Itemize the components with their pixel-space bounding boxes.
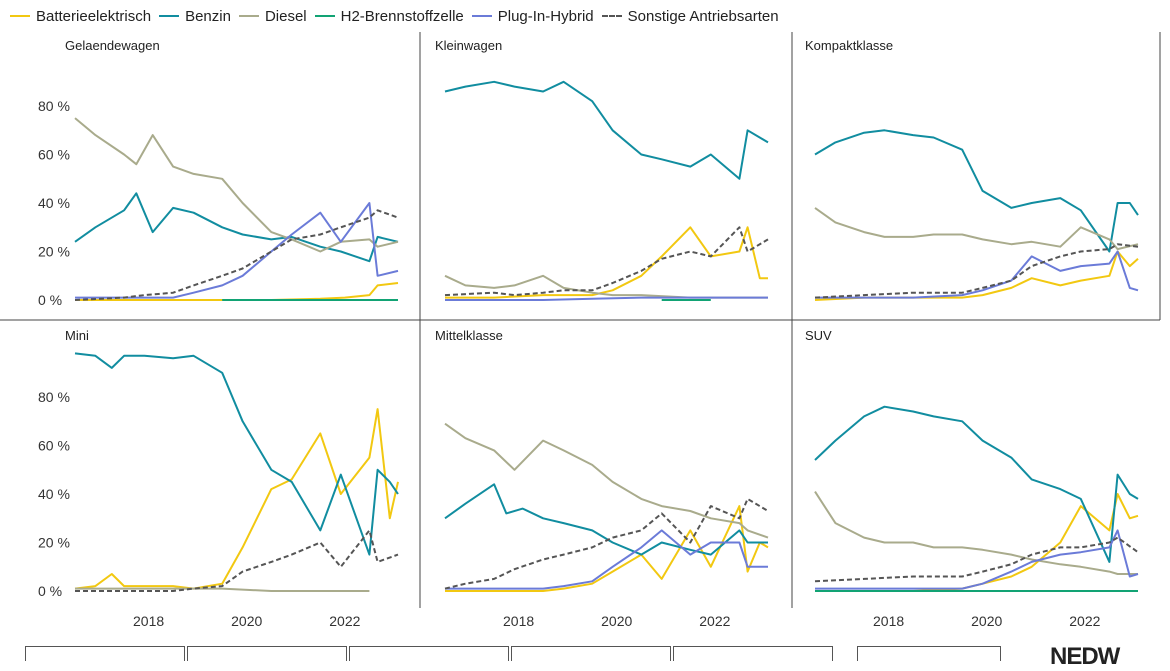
series-line-batterieelektrisch bbox=[445, 226, 768, 299]
x-tick-label: 2018 bbox=[133, 613, 164, 629]
x-tick-label: 2020 bbox=[231, 613, 262, 629]
legend-label: H2-Brennstoffzelle bbox=[340, 7, 464, 25]
series-line-diesel bbox=[74, 117, 399, 253]
series-line-benzin bbox=[814, 405, 1139, 563]
legend-item[interactable]: Diesel bbox=[238, 7, 307, 25]
y-tick-label: 60 % bbox=[38, 438, 70, 454]
y-tick-label: 20 % bbox=[38, 244, 70, 260]
legend-label: Sonstige Antriebsarten bbox=[627, 7, 779, 25]
series-line-sonstige-antriebsarten bbox=[75, 529, 399, 592]
x-tick-label: 2020 bbox=[601, 613, 632, 629]
y-tick-label: 20 % bbox=[38, 535, 70, 551]
panel-title: Mini bbox=[65, 328, 89, 343]
page-tab[interactable] bbox=[511, 646, 671, 661]
logo: NEDW bbox=[1050, 643, 1120, 670]
panel-title: SUV bbox=[805, 328, 832, 343]
series-line-diesel bbox=[444, 274, 768, 299]
page-tab[interactable] bbox=[187, 646, 347, 661]
legend-item[interactable]: Benzin bbox=[159, 8, 231, 25]
legend-swatch bbox=[601, 15, 622, 17]
small-multiples-line-chart: Gelaendewagen 0 % 20 % 40 % 60 % 80 % Kleinwag… bbox=[0, 32, 1161, 629]
series-line-plug-in-hybrid bbox=[815, 529, 1139, 590]
series-line-diesel bbox=[444, 422, 769, 539]
x-tick-label: 2020 bbox=[971, 613, 1002, 629]
y-tick-label: 80 % bbox=[38, 389, 70, 405]
series-line-diesel bbox=[814, 207, 1139, 251]
x-tick-label: 2018 bbox=[873, 613, 904, 629]
series-line-batterieelektrisch bbox=[815, 493, 1139, 592]
legend-swatch bbox=[159, 15, 180, 17]
series-line-sonstige-antriebsarten bbox=[444, 226, 769, 297]
legend-label: Batterieelektrisch bbox=[36, 7, 152, 25]
panel-title: Kompaktklasse bbox=[805, 38, 893, 53]
page-tab[interactable] bbox=[673, 646, 833, 661]
legend-swatch bbox=[314, 15, 335, 17]
y-tick-label: 40 % bbox=[38, 195, 70, 211]
panel-title: Gelaendewagen bbox=[65, 38, 160, 53]
series-line-diesel bbox=[75, 587, 370, 592]
series-line-diesel bbox=[814, 491, 1138, 575]
panel-title: Mittelklasse bbox=[435, 328, 503, 343]
legend-label: Plug-In-Hybrid bbox=[497, 7, 594, 25]
series-line-sonstige-antriebsarten bbox=[74, 209, 399, 301]
legend-swatch bbox=[238, 15, 259, 17]
legend-item[interactable]: Batterieelektrisch bbox=[10, 8, 151, 25]
x-tick-label: 2022 bbox=[329, 613, 360, 629]
series-line-plug-in-hybrid bbox=[815, 250, 1139, 299]
legend-swatch bbox=[471, 15, 492, 17]
page-tab[interactable] bbox=[857, 646, 1001, 661]
y-tick-label: 0 % bbox=[38, 292, 62, 308]
page-tab[interactable] bbox=[25, 646, 185, 661]
legend-item[interactable]: Sonstige Antriebsarten bbox=[601, 7, 779, 25]
series-line-batterieelektrisch bbox=[74, 408, 399, 590]
series-line-plug-in-hybrid bbox=[445, 296, 768, 301]
legend: Batterieelektrisch Benzin Diesel H2-Brennst… bbox=[0, 0, 1170, 32]
series-line-plug-in-hybrid bbox=[75, 202, 399, 299]
legend-swatch bbox=[10, 15, 30, 17]
series-line-sonstige-antriebsarten bbox=[444, 497, 769, 590]
series-line-sonstige-antriebsarten bbox=[814, 536, 1139, 583]
y-tick-label: 40 % bbox=[38, 486, 70, 502]
series-line-benzin bbox=[74, 192, 399, 263]
series-line-benzin bbox=[74, 352, 399, 556]
y-tick-label: 60 % bbox=[38, 147, 70, 163]
legend-label: Benzin bbox=[185, 7, 231, 25]
x-tick-label: 2022 bbox=[1069, 613, 1100, 629]
x-tick-label: 2018 bbox=[503, 613, 534, 629]
legend-item[interactable]: Plug-In-Hybrid bbox=[471, 7, 594, 25]
legend-item[interactable]: H2-Brennstoffzelle bbox=[314, 7, 464, 25]
series-line-sonstige-antriebsarten bbox=[814, 243, 1139, 299]
y-tick-label: 80 % bbox=[38, 98, 70, 114]
series-line-benzin bbox=[444, 80, 769, 180]
series-line-benzin bbox=[814, 129, 1139, 253]
x-tick-label: 2022 bbox=[699, 613, 730, 629]
y-tick-label: 0 % bbox=[38, 583, 62, 599]
panel-title: Kleinwagen bbox=[435, 38, 502, 53]
series-line-plug-in-hybrid bbox=[445, 529, 768, 590]
page-tab[interactable] bbox=[349, 646, 509, 661]
legend-label: Diesel bbox=[264, 7, 307, 25]
